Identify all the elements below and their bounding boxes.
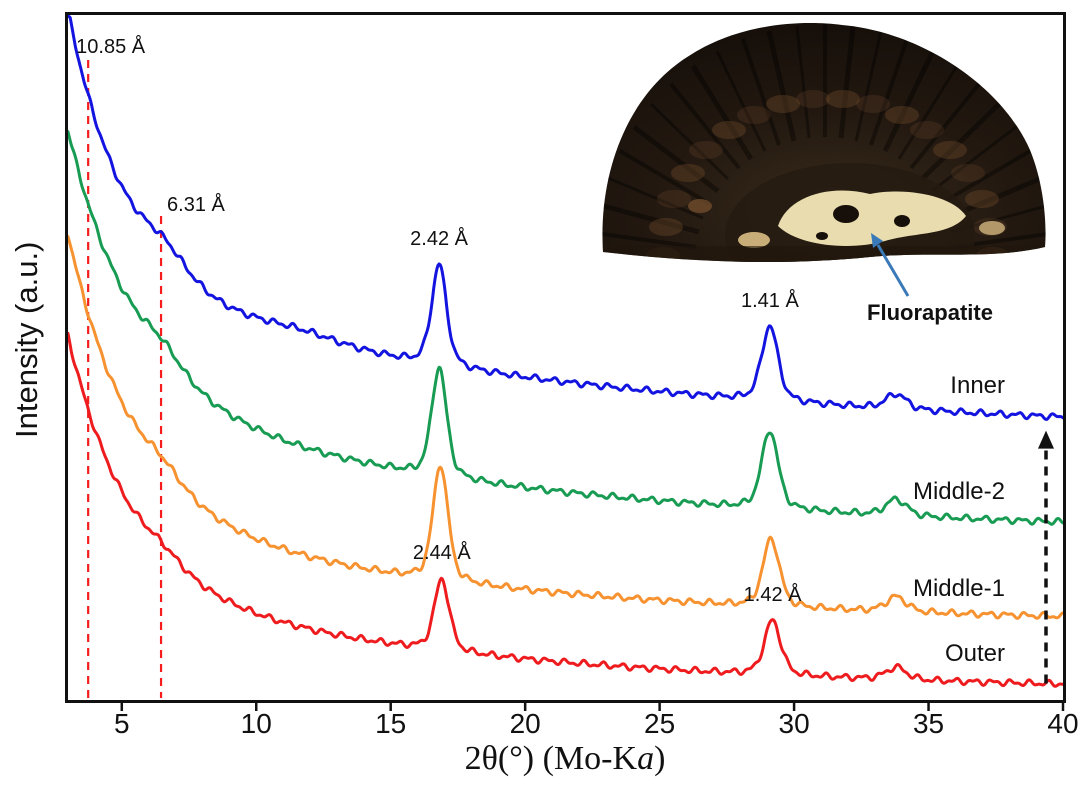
direction-arrow-head bbox=[1038, 430, 1054, 449]
x-tick-label-5: 5 bbox=[113, 708, 130, 739]
x-tick-label-30: 30 bbox=[778, 708, 810, 739]
x-tick-label-20: 20 bbox=[509, 708, 541, 739]
x-tick-label-40: 40 bbox=[1047, 708, 1079, 739]
y-axis-label: Intensity (a.u.) bbox=[9, 241, 44, 439]
curve-outer bbox=[68, 331, 1063, 688]
peak-label-1.41Å: 1.41 Å bbox=[740, 289, 799, 312]
ref-label-10.85Å: 10.85 Å bbox=[76, 36, 146, 58]
plot-border bbox=[65, 12, 1066, 703]
series-label-outer: Outer bbox=[944, 639, 1005, 667]
x-tick-label-10: 10 bbox=[240, 708, 272, 739]
series-label-middle-1: Middle-1 bbox=[912, 574, 1005, 602]
ref-label-6.31Å: 6.31 Å bbox=[167, 194, 225, 216]
x-tick-label-25: 25 bbox=[644, 708, 676, 739]
specimen-photo-inset bbox=[602, 23, 1046, 263]
series-label-inner: Inner bbox=[950, 372, 1005, 400]
curve-middle-1 bbox=[68, 235, 1063, 620]
inset-fluorapatite-label: Fluorapatite bbox=[867, 300, 993, 325]
x-tick-label-35: 35 bbox=[912, 708, 945, 739]
x-axis-label-prefix: 2θ(°) (Mo-K bbox=[464, 740, 638, 777]
x-axis-label-italic: a bbox=[637, 740, 655, 777]
peak-label-1.42Å: 1.42 Å bbox=[743, 583, 802, 606]
peak-label-2.44Å: 2.44 Å bbox=[412, 542, 471, 565]
series-label-middle-2: Middle-2 bbox=[912, 478, 1005, 506]
curve-inner bbox=[68, 15, 1063, 421]
x-tick-label-15: 15 bbox=[375, 708, 407, 739]
x-axis-label: 2θ(°) (Mo-Ka) bbox=[315, 740, 815, 778]
curve-middle-2 bbox=[68, 130, 1063, 526]
fluorapatite-arrow-shaft bbox=[876, 244, 910, 297]
fluorapatite-arrow-head bbox=[871, 233, 883, 248]
peak-label-2.42Å: 2.42 Å bbox=[410, 228, 469, 250]
x-axis-label-suffix: ) bbox=[654, 740, 666, 777]
